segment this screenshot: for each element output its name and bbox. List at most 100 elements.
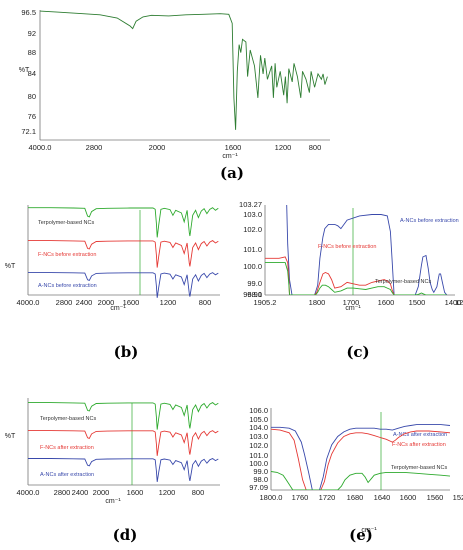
series-label: F-NCs after extraction xyxy=(392,442,446,448)
y-tick-label: 97.09 xyxy=(249,483,268,492)
x-tick-label: 1600 xyxy=(127,488,144,497)
x-tick-label: 800 xyxy=(199,298,212,307)
x-tick-label: 2000 xyxy=(93,488,110,497)
series-label: Terpolymer-based NCs xyxy=(40,416,96,422)
y-tick-label: 98.0 xyxy=(247,290,262,299)
x-tick-label: 1640 xyxy=(374,493,391,502)
x-axis-label: cm⁻¹ xyxy=(105,498,121,505)
y-tick-label: 105.0 xyxy=(249,415,268,424)
y-axis-label: %T xyxy=(5,433,16,440)
x-tick-label: 1720 xyxy=(319,493,336,502)
y-tick-label: 72.1 xyxy=(21,127,36,136)
series-label: Terpolymer-based NCs xyxy=(38,220,94,226)
y-tick-label: 102.0 xyxy=(243,225,262,234)
x-axis-label: cm⁻¹ xyxy=(361,527,377,534)
panel-e: A-NCs after extraction F-NCs after extrac… xyxy=(249,406,463,544)
x-tick-label: 1680 xyxy=(347,493,364,502)
x-axis-label: cm⁻¹ xyxy=(110,305,126,312)
y-axis-label: %T xyxy=(5,263,16,270)
x-tick-label: 1200 xyxy=(159,488,176,497)
y-tick-label: 103.27 xyxy=(239,200,262,209)
x-tick-label: 1200 xyxy=(275,143,292,152)
panel-d: Terpolymer-based NCs F-NCs after extracti… xyxy=(5,398,220,544)
x-tick-label: 2800 xyxy=(54,488,71,497)
x-tick-label: 2400 xyxy=(72,488,89,497)
y-tick-label: 100.0 xyxy=(249,459,268,468)
series-label: Terpolymer-based NCs xyxy=(391,465,447,471)
y-tick-label: 106.0 xyxy=(249,406,268,415)
x-tick-label: 800 xyxy=(192,488,205,497)
panel-b: Terpolymer-based NCs F-NCs before extract… xyxy=(5,205,220,361)
x-tick-label: 2800 xyxy=(56,298,73,307)
x-tick-label: 1760 xyxy=(292,493,309,502)
panel-label: (e) xyxy=(349,526,373,544)
y-tick-label: 96.91 xyxy=(243,290,262,299)
x-tick-label: 2000 xyxy=(98,298,115,307)
x-tick-label: 1600 xyxy=(123,298,140,307)
series-label: F-NCs before extraction xyxy=(38,252,96,258)
x-tick-label: 4000.0 xyxy=(17,298,40,307)
x-tick-label: 1600 xyxy=(400,493,417,502)
spectrum-line xyxy=(28,240,219,268)
y-tick-label: 101.0 xyxy=(249,451,268,460)
x-tick-label: 1600 xyxy=(225,143,242,152)
panel-a: 4000.0 2800 2000 1600 1200 800 96.5 92 88 84 80 76 7… xyxy=(19,8,330,182)
y-tick-label: 96.5 xyxy=(21,8,36,17)
series-label: F-NCs before extraction xyxy=(318,244,376,250)
x-tick-label: 1600 xyxy=(378,298,395,307)
y-tick-label: 76 xyxy=(28,112,36,121)
x-tick-label: 1291.4 xyxy=(455,298,463,307)
series-label: A-NCs before extraction xyxy=(400,218,459,224)
y-tick-label: 80 xyxy=(28,92,36,101)
spectrum-line xyxy=(271,428,450,490)
y-tick-label: 84 xyxy=(28,69,36,78)
spectrum-line xyxy=(28,430,219,456)
series-label: A-NCs before extraction xyxy=(38,283,97,289)
x-tick-label: 1400 xyxy=(445,298,462,307)
y-tick-label: 99.0 xyxy=(247,279,262,288)
spectrum-line xyxy=(265,256,395,295)
spectrum-line xyxy=(28,457,219,482)
x-tick-label: 2800 xyxy=(86,143,103,152)
x-tick-label: 1560 xyxy=(427,493,444,502)
x-axis-label: cm⁻¹ xyxy=(222,153,238,160)
series-label: Terpolymer-based NCs xyxy=(375,279,431,285)
y-tick-label: 92 xyxy=(28,29,36,38)
x-axis-label: cm⁻¹ xyxy=(345,305,361,312)
x-tick-label: 1500 xyxy=(409,298,426,307)
x-tick-label: 1200 xyxy=(160,298,177,307)
spectrum-line xyxy=(286,204,448,295)
spectrum-line xyxy=(28,207,219,238)
y-tick-label: 103.0 xyxy=(249,432,268,441)
x-tick-label: 4000.0 xyxy=(17,488,40,497)
panel-label: (c) xyxy=(346,343,369,361)
panel-label: (d) xyxy=(113,526,138,544)
spectrum-line xyxy=(39,10,328,130)
x-tick-label: 1520 xyxy=(453,493,463,502)
y-tick-label: 99.0 xyxy=(253,467,268,476)
y-tick-label: 104.0 xyxy=(249,423,268,432)
spectrum-line xyxy=(265,262,447,295)
x-tick-label: 800 xyxy=(309,143,322,152)
y-tick-label: 103.0 xyxy=(243,210,262,219)
series-label: F-NCs after extraction xyxy=(40,445,94,451)
x-tick-label: 2400 xyxy=(76,298,93,307)
panel-c: A-NCs before extraction F-NCs before extr… xyxy=(239,200,463,361)
y-tick-label: 100.0 xyxy=(243,262,262,271)
series-label: A-NCs after extraction xyxy=(393,432,447,438)
panel-label: (b) xyxy=(114,343,139,361)
series-label: A-NCs after extraction xyxy=(40,472,94,478)
spectrum-line xyxy=(28,272,219,298)
y-axis-label: %T xyxy=(19,67,30,74)
x-tick-label: 4000.0 xyxy=(29,143,52,152)
x-tick-label: 1905.2 xyxy=(254,298,277,307)
x-tick-label: 1800 xyxy=(309,298,326,307)
y-tick-label: 88 xyxy=(28,48,36,57)
x-tick-label: 1700 xyxy=(343,298,360,307)
y-tick-label: 102.0 xyxy=(249,441,268,450)
panel-label: (a) xyxy=(220,164,244,182)
x-tick-label: 2000 xyxy=(149,143,166,152)
x-tick-label: 1800.0 xyxy=(260,493,283,502)
y-tick-label: 98.0 xyxy=(253,475,268,484)
